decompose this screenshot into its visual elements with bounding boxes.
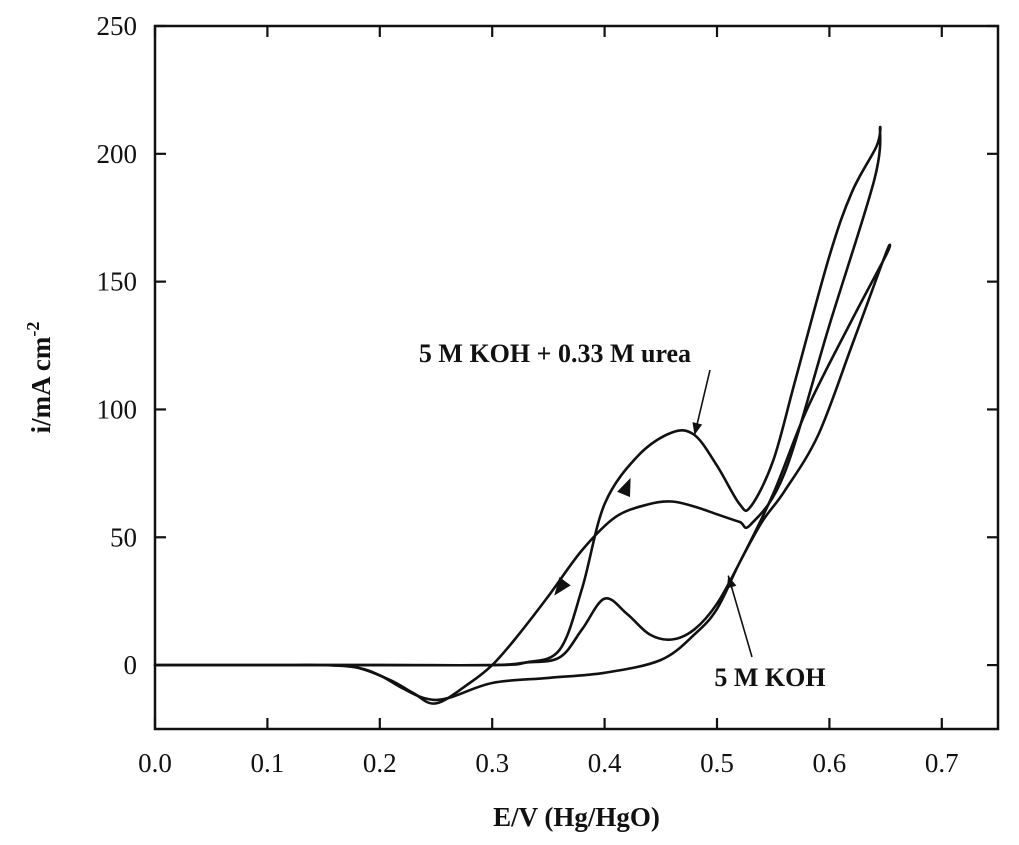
x-tick-label: 0.1 [251, 748, 285, 778]
annotation-pointer-head [692, 422, 703, 436]
x-tick-label: 0.7 [925, 748, 959, 778]
annotation-label: 5 M KOH [714, 663, 825, 692]
plot-frame [153, 24, 1000, 731]
x-tick-label: 0.2 [363, 748, 397, 778]
y-tick-label: 150 [97, 267, 138, 297]
annotation-pointer [727, 575, 753, 658]
y-axis-label: i/mA cm-2 [23, 322, 56, 434]
y-tick-label: 0 [124, 650, 138, 680]
x-tick-label: 0.6 [813, 748, 847, 778]
direction-arrow-up [617, 477, 631, 498]
axis-ticks [153, 24, 998, 729]
y-tick-label: 200 [97, 139, 138, 169]
x-axis-label: E/V (Hg/HgO) [493, 802, 660, 832]
x-tick-label: 0.4 [588, 748, 622, 778]
axis-tick-labels: 0.0 0.1 0.2 0.3 0.4 0.5 0.6 0.7 0 50 100 150 200 250 [97, 11, 959, 778]
y-axis-label-main: i/mA cm [26, 336, 56, 433]
y-tick-label: 250 [97, 11, 138, 41]
series-line-urea [153, 125, 882, 705]
annotation-layer: 5 M KOH + 0.33 M urea 5 M KOH [419, 339, 826, 692]
series-layer [153, 125, 892, 705]
x-tick-label: 0.3 [475, 748, 509, 778]
annotation-pointer-head [726, 575, 737, 589]
y-axis-label-superscript: -2 [23, 322, 43, 337]
y-tick-label: 50 [110, 522, 137, 552]
direction-arrow-down [554, 576, 571, 596]
x-tick-label: 0.5 [700, 748, 734, 778]
series-line-koh [153, 243, 892, 702]
direction-arrows [554, 477, 631, 596]
x-tick-label: 0.0 [138, 748, 172, 778]
y-tick-label: 100 [97, 394, 138, 424]
annotation-label: 5 M KOH + 0.33 M urea [419, 339, 691, 368]
